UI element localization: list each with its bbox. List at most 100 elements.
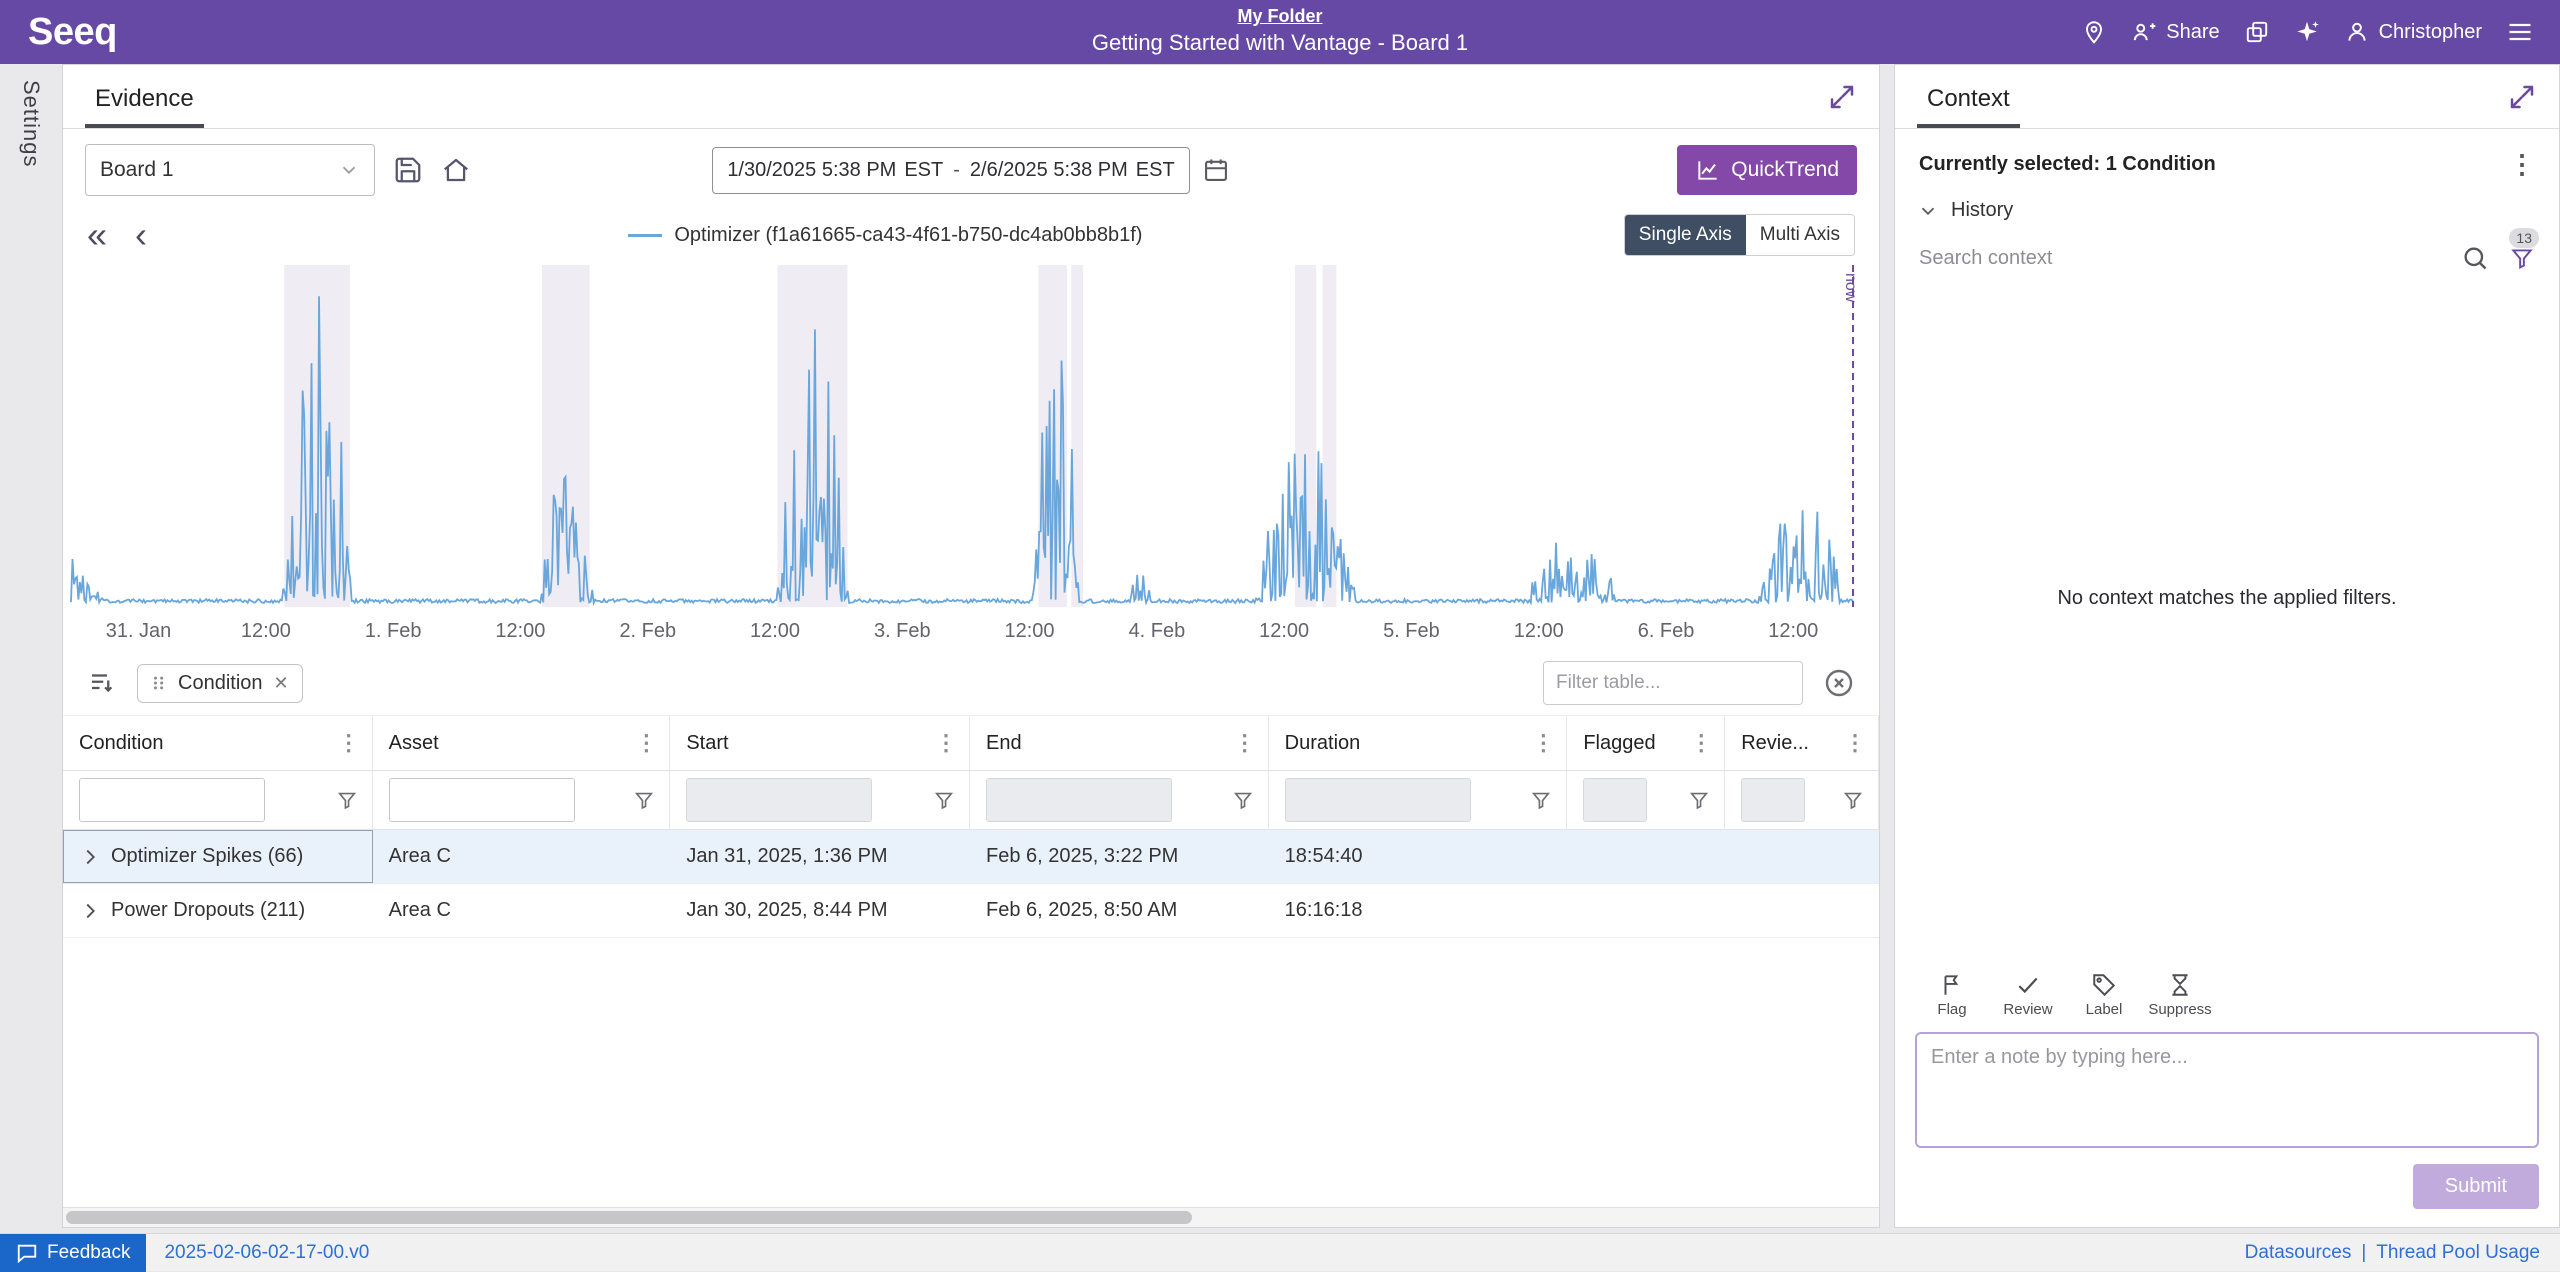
column-menu-icon[interactable]: ⋮ — [935, 730, 957, 755]
search-icon[interactable] — [2461, 244, 2489, 272]
expand-row-icon[interactable] — [79, 900, 101, 922]
table-toolbar: Condition ✕ — [63, 651, 1879, 715]
filter-table-input[interactable] — [1543, 661, 1803, 705]
filter-funnel-icon[interactable] — [1688, 789, 1710, 811]
expand-context-icon[interactable] — [2507, 82, 2537, 112]
share-button[interactable]: Share — [2131, 19, 2220, 45]
column-header-revie[interactable]: Revie... ⋮ — [1725, 716, 1880, 770]
context-action-label[interactable]: Label — [2071, 972, 2137, 1018]
column-filter-input[interactable] — [388, 778, 575, 822]
x-tick-label: 3. Feb — [874, 620, 931, 642]
column-filter-input[interactable] — [686, 778, 873, 822]
column-header-flagged[interactable]: Flagged ⋮ — [1567, 716, 1726, 770]
quicktrend-button[interactable]: QuickTrend — [1677, 145, 1858, 195]
chart-legend[interactable]: Optimizer (f1a61665-ca43-4f61-b750-dc4ab… — [628, 224, 1142, 247]
scrollbar-thumb[interactable] — [66, 1211, 1192, 1224]
filter-funnel-icon[interactable] — [1842, 789, 1864, 811]
context-tab-bar: Context — [1895, 65, 2559, 129]
remove-chip-icon[interactable]: ✕ — [273, 672, 289, 693]
column-menu-icon[interactable]: ⋮ — [1844, 730, 1867, 755]
context-action-flag[interactable]: Flag — [1919, 972, 1985, 1018]
location-pin-icon[interactable] — [2081, 19, 2107, 45]
column-menu-icon[interactable]: ⋮ — [337, 730, 360, 755]
filter-funnel-icon[interactable] — [933, 789, 955, 811]
step-back-far-icon[interactable]: « — [87, 213, 108, 255]
table-cell — [1567, 884, 1725, 937]
table-cell: Power Dropouts (211) — [63, 884, 373, 937]
action-label: Suppress — [2148, 1001, 2212, 1018]
action-label: Flag — [1937, 1001, 1967, 1018]
settings-tab[interactable]: Settings — [19, 80, 44, 168]
filter-funnel-icon[interactable] — [336, 789, 358, 811]
seeq-logo[interactable]: Seeq — [28, 10, 117, 53]
label-icon — [2091, 972, 2117, 998]
column-menu-icon[interactable]: ⋮ — [1233, 730, 1256, 755]
x-tick-label: 12:00 — [1259, 620, 1309, 642]
table-filter-row — [63, 771, 1880, 830]
history-section-header[interactable]: History — [1895, 189, 2559, 232]
status-link-datasources[interactable]: Datasources — [2244, 1241, 2352, 1263]
hamburger-menu-icon[interactable] — [2506, 18, 2534, 46]
board-select[interactable]: Board 1 — [85, 144, 375, 196]
step-back-icon[interactable]: ‹ — [135, 213, 148, 255]
multi-axis-button[interactable]: Multi Axis — [1745, 215, 1854, 255]
evidence-tab-bar: Evidence — [63, 65, 1879, 129]
column-header-duration[interactable]: Duration ⋮ — [1269, 716, 1568, 770]
column-filter-input[interactable] — [1284, 778, 1471, 822]
axis-toggle: Single Axis Multi Axis — [1623, 214, 1855, 256]
date-range-separator: - — [953, 158, 960, 181]
worksheets-icon[interactable] — [2244, 19, 2270, 45]
condition-chip[interactable]: Condition ✕ — [137, 663, 303, 703]
filter-funnel-icon[interactable] — [1232, 789, 1254, 811]
status-link-thread-pool-usage[interactable]: Thread Pool Usage — [2376, 1241, 2540, 1263]
note-input[interactable]: Enter a note by typing here... — [1915, 1032, 2539, 1148]
filter-funnel-icon[interactable] — [633, 789, 655, 811]
version-text[interactable]: 2025-02-06-02-17-00.v0 — [164, 1241, 370, 1263]
expand-row-icon[interactable] — [79, 846, 101, 868]
context-action-suppress[interactable]: Suppress — [2147, 972, 2213, 1018]
clear-filter-icon[interactable] — [1823, 667, 1855, 699]
context-action-review[interactable]: Review — [1995, 972, 2061, 1018]
expand-evidence-icon[interactable] — [1827, 82, 1857, 112]
column-filter-input[interactable] — [1583, 778, 1648, 822]
column-label: Revie... — [1741, 731, 1809, 754]
tab-evidence[interactable]: Evidence — [85, 85, 204, 128]
home-icon[interactable] — [441, 155, 471, 185]
column-menu-icon[interactable]: ⋮ — [635, 730, 658, 755]
flag-icon — [1939, 972, 1965, 998]
column-header-asset[interactable]: Asset ⋮ — [373, 716, 671, 770]
user-menu[interactable]: Christopher — [2344, 19, 2482, 45]
context-filter-icon[interactable]: 13 — [2509, 228, 2539, 271]
column-filter-input[interactable] — [1741, 778, 1806, 822]
table-row[interactable]: Power Dropouts (211) Area C Jan 30, 2025, … — [63, 884, 1879, 938]
context-menu-icon[interactable]: ⋮ — [2509, 149, 2535, 179]
filter-funnel-icon[interactable] — [1530, 789, 1552, 811]
table-cell: 18:54:40 — [1269, 830, 1568, 883]
status-links: Datasources | Thread Pool Usage — [2245, 1242, 2540, 1264]
column-header-end[interactable]: End ⋮ — [970, 716, 1269, 770]
submit-button[interactable]: Submit — [2412, 1164, 2539, 1209]
column-header-start[interactable]: Start ⋮ — [670, 716, 970, 770]
column-header-condition[interactable]: Condition ⋮ — [63, 716, 373, 770]
sort-rows-icon[interactable] — [87, 668, 117, 698]
feedback-button[interactable]: Feedback — [0, 1233, 147, 1272]
trend-chart[interactable]: 31. Jan 12:00 1. Feb 12:00 2. Feb 12:00 3. Feb… — [63, 259, 1879, 651]
calendar-icon[interactable] — [1202, 156, 1230, 184]
date-range-input[interactable]: 1/30/2025 5:38 PM EST - 2/6/2025 5:38 PM… — [712, 146, 1190, 194]
cell-value: Feb 6, 2025, 8:50 AM — [986, 899, 1178, 921]
breadcrumb-my-folder[interactable]: My Folder — [1237, 6, 1323, 26]
single-axis-button[interactable]: Single Axis — [1624, 215, 1746, 255]
column-filter-input[interactable] — [79, 778, 265, 822]
date-range-start-tz: EST — [904, 158, 944, 181]
column-filter-input[interactable] — [985, 778, 1172, 822]
save-icon[interactable] — [393, 155, 423, 185]
column-menu-icon[interactable]: ⋮ — [1690, 730, 1713, 755]
ai-sparkle-icon[interactable] — [2294, 19, 2320, 45]
column-menu-icon[interactable]: ⋮ — [1532, 730, 1555, 755]
search-context-input[interactable]: Search context — [1919, 246, 2053, 269]
drag-grip-icon[interactable] — [151, 674, 167, 692]
horizontal-scrollbar[interactable] — [63, 1207, 1879, 1227]
table-row[interactable]: Optimizer Spikes (66) Area C Jan 31, 2025,… — [63, 830, 1879, 884]
tab-context[interactable]: Context — [1917, 85, 2020, 128]
action-label: Label — [2085, 1001, 2123, 1018]
